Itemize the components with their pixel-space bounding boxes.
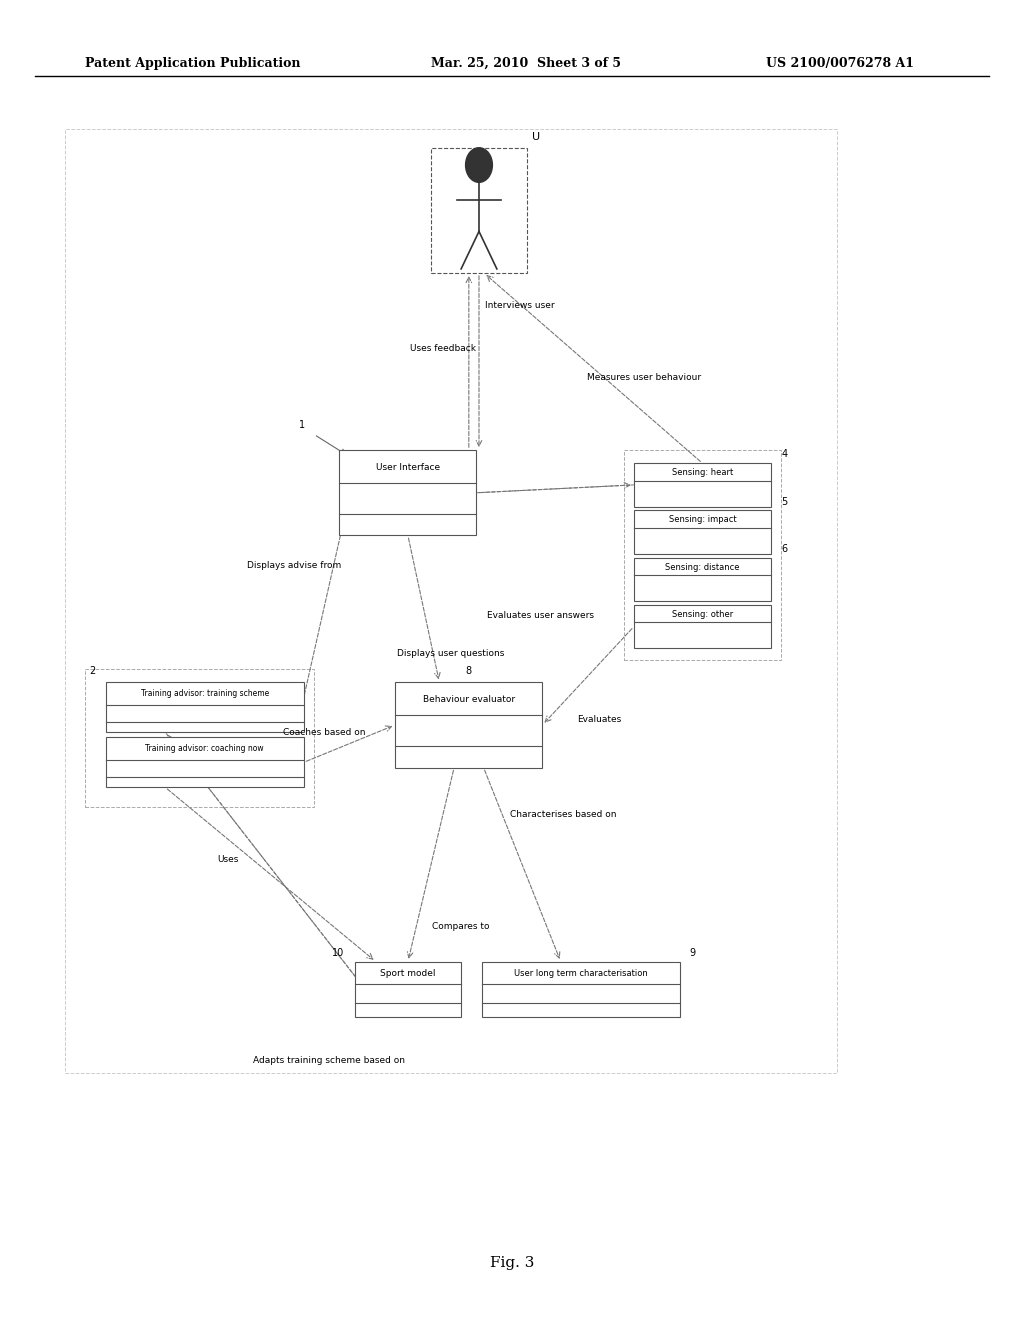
Text: 1: 1 [299, 421, 305, 430]
Text: User Interface: User Interface [376, 463, 440, 471]
Text: 6: 6 [781, 544, 787, 554]
Bar [634, 511, 771, 554]
Text: Evaluates: Evaluates [578, 714, 622, 723]
Text: Coaches based on: Coaches based on [283, 727, 366, 737]
Text: 8: 8 [466, 665, 472, 676]
Text: 2: 2 [89, 665, 95, 676]
Text: U: U [532, 132, 541, 141]
Text: Patent Application Publication: Patent Application Publication [85, 57, 301, 70]
Text: User long term characterisation: User long term characterisation [514, 969, 647, 978]
Bar [481, 962, 680, 1016]
Text: Sport model: Sport model [380, 969, 435, 978]
Text: Uses feedback: Uses feedback [411, 345, 476, 352]
Text: Measures user behaviour: Measures user behaviour [587, 374, 701, 383]
Bar [634, 463, 771, 507]
Text: Training advisor: coaching now: Training advisor: coaching now [145, 744, 264, 754]
Bar [634, 557, 771, 601]
Text: Compares to: Compares to [432, 921, 489, 931]
Bar [634, 605, 771, 648]
Text: Sensing: impact: Sensing: impact [669, 516, 736, 524]
Text: Evaluates user answers: Evaluates user answers [486, 611, 594, 620]
Text: Displays advise from: Displays advise from [247, 561, 341, 570]
Bar [431, 148, 527, 273]
Text: Displays user questions: Displays user questions [397, 649, 505, 657]
Bar [395, 682, 543, 767]
Text: Uses: Uses [217, 855, 239, 863]
Text: Mar. 25, 2010  Sheet 3 of 5: Mar. 25, 2010 Sheet 3 of 5 [431, 57, 621, 70]
Bar [66, 129, 837, 1073]
Bar [624, 450, 781, 660]
Text: 4: 4 [781, 449, 787, 459]
Text: Characterises based on: Characterises based on [510, 810, 616, 820]
Bar [354, 962, 461, 1016]
Text: 9: 9 [690, 948, 696, 958]
Text: 10: 10 [332, 948, 344, 958]
Text: Sensing: other: Sensing: other [672, 610, 733, 619]
Bar [105, 738, 304, 787]
Text: Sensing: heart: Sensing: heart [672, 469, 733, 478]
Bar [105, 682, 304, 733]
Circle shape [466, 148, 493, 182]
Bar [339, 450, 476, 536]
Text: US 2100/0076278 A1: US 2100/0076278 A1 [766, 57, 913, 70]
Text: Fig. 3: Fig. 3 [489, 1257, 535, 1270]
Text: 5: 5 [781, 496, 787, 507]
Text: Adapts training scheme based on: Adapts training scheme based on [253, 1056, 406, 1064]
Text: Interviews user: Interviews user [484, 301, 554, 310]
Bar [85, 669, 314, 807]
Text: Sensing: distance: Sensing: distance [666, 562, 739, 572]
Text: Behaviour evaluator: Behaviour evaluator [423, 694, 515, 704]
Text: Training advisor: training scheme: Training advisor: training scheme [140, 689, 269, 698]
